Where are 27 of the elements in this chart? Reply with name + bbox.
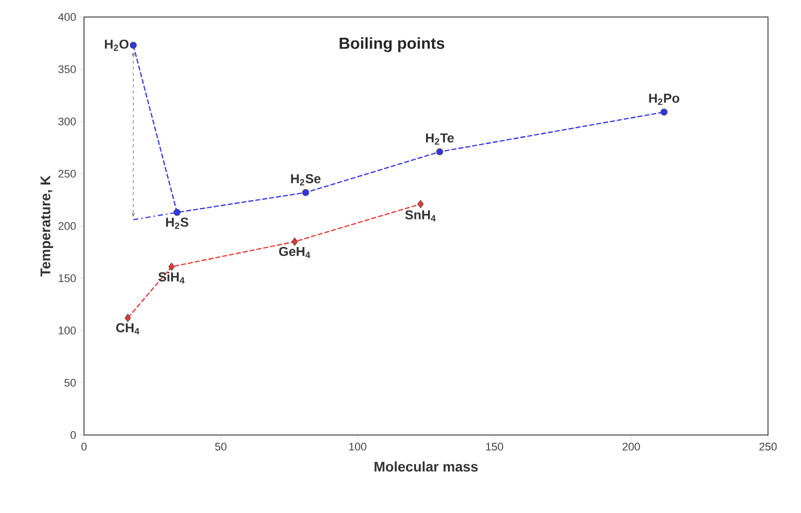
x-tick-label: 0 — [81, 442, 87, 451]
annotation: H$_{2}$O — [104, 40, 129, 51]
annotation: SnH$_{4}$ — [405, 210, 436, 222]
y-tick-label: 0 — [70, 431, 76, 439]
text: Boiling points — [340, 37, 444, 52]
x-tick-label: 250 — [759, 442, 777, 451]
annotation: H$_{2}$S — [166, 218, 188, 229]
x-tick-label: 50 — [215, 442, 226, 451]
y-axis-title: Temperature, K — [40, 175, 54, 276]
x-tick-label: 200 — [622, 442, 640, 451]
annotation: GeH$_{4}$ — [279, 246, 310, 258]
y-tick-label: 250 — [58, 170, 76, 178]
x-tick-label: 100 — [349, 442, 366, 451]
y-tick-label: 350 — [58, 65, 76, 74]
annotation: SiH$_{4}$ — [158, 272, 185, 284]
x-tick-label: 150 — [486, 442, 504, 451]
y-tick-label: 100 — [58, 326, 76, 334]
y-tick-label: 300 — [58, 118, 76, 126]
y-tick-label: 50 — [64, 378, 76, 387]
y-tick-label: 200 — [58, 222, 76, 230]
x-axis-title: Molecular mass — [374, 461, 478, 472]
y-tick-label: 150 — [58, 274, 76, 282]
annotation: H$_{2}$Po — [649, 94, 680, 105]
annotation: H$_{2}$Te — [426, 133, 454, 145]
y-tick-label: 400 — [58, 13, 76, 21]
annotation: H$_{2}$Se — [291, 174, 321, 186]
annotation: CH$_{4}$ — [116, 323, 140, 334]
